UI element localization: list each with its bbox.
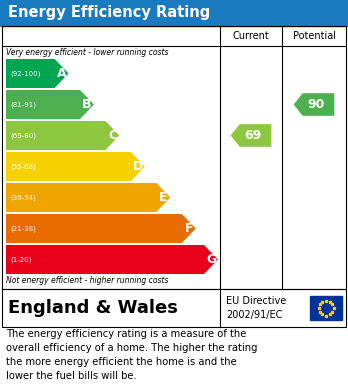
- Text: (55-68): (55-68): [10, 163, 36, 170]
- Text: E: E: [159, 191, 168, 204]
- Bar: [310, 296, 342, 320]
- Text: Current: Current: [232, 31, 269, 41]
- Polygon shape: [6, 59, 69, 88]
- Text: EU Directive
2002/91/EC: EU Directive 2002/91/EC: [226, 296, 286, 319]
- Text: 90: 90: [308, 98, 325, 111]
- Polygon shape: [6, 214, 196, 243]
- Text: (81-91): (81-91): [10, 101, 36, 108]
- Text: F: F: [184, 222, 193, 235]
- Text: (92-100): (92-100): [10, 70, 40, 77]
- Text: C: C: [108, 129, 117, 142]
- Text: B: B: [82, 98, 92, 111]
- Bar: [2, 289, 346, 327]
- Polygon shape: [6, 121, 119, 150]
- Text: (39-54): (39-54): [10, 194, 36, 201]
- Text: Potential: Potential: [293, 31, 335, 41]
- Text: A: A: [57, 67, 66, 80]
- Polygon shape: [6, 90, 94, 119]
- Polygon shape: [231, 124, 271, 147]
- Text: (69-80): (69-80): [10, 132, 36, 139]
- Text: Not energy efficient - higher running costs: Not energy efficient - higher running co…: [6, 276, 168, 285]
- Bar: [2, 26, 346, 289]
- Polygon shape: [294, 93, 334, 116]
- Text: The energy efficiency rating is a measure of the
overall efficiency of a home. T: The energy efficiency rating is a measur…: [6, 329, 258, 381]
- Bar: [0, 0, 348, 26]
- Text: 69: 69: [245, 129, 262, 142]
- Polygon shape: [6, 183, 170, 212]
- Text: Energy Efficiency Rating: Energy Efficiency Rating: [8, 5, 210, 20]
- Text: (21-38): (21-38): [10, 225, 36, 232]
- Text: England & Wales: England & Wales: [8, 299, 178, 317]
- Text: G: G: [206, 253, 216, 266]
- Polygon shape: [6, 245, 218, 274]
- Text: Very energy efficient - lower running costs: Very energy efficient - lower running co…: [6, 48, 168, 57]
- Text: (1-20): (1-20): [10, 256, 31, 263]
- Polygon shape: [6, 152, 145, 181]
- Text: D: D: [133, 160, 143, 173]
